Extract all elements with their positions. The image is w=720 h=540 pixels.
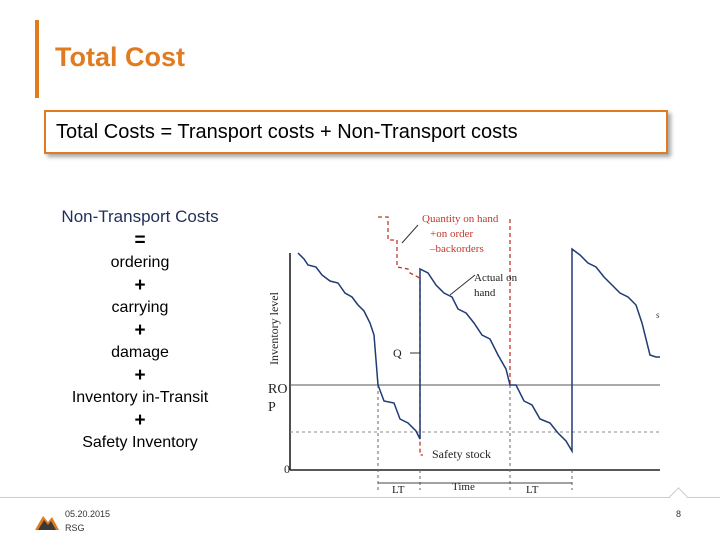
quantity-arrow: [401, 224, 419, 244]
actual-label: hand: [474, 287, 496, 299]
quantity-label: –backorders: [429, 243, 484, 255]
component-safety-inventory: Safety Inventory: [82, 434, 198, 451]
lt-label: LT: [526, 484, 539, 495]
cutoff-glyph: s: [656, 310, 660, 320]
y-axis-label: Inventory level: [267, 291, 281, 365]
actual-label: Actual on: [474, 272, 518, 284]
component-carrying: carrying: [111, 299, 169, 316]
formula-text: Total Costs = Transport costs + Non-Tran…: [56, 121, 518, 143]
footer-date: 05.20.2015: [65, 509, 111, 519]
rop-label: RO: [268, 382, 287, 397]
safety-stock-label: Safety stock: [432, 447, 491, 461]
q-label: Q: [393, 346, 402, 360]
plus-sign: +: [134, 410, 146, 431]
footer-rule: [0, 497, 720, 498]
equals-sign: =: [134, 230, 146, 251]
plus-sign: +: [134, 320, 146, 341]
components-heading: Non-Transport Costs: [61, 207, 219, 226]
actual-arrow: [449, 274, 476, 296]
component-damage: damage: [111, 344, 169, 361]
inventory-diagram: Quantity on hand +on order –backorders A…: [267, 213, 660, 495]
quantity-label: +on order: [430, 228, 473, 240]
component-ordering: ordering: [110, 254, 170, 271]
title-accent-bar: [35, 20, 39, 98]
slide-title: Total Cost: [55, 42, 185, 72]
plus-sign: +: [134, 365, 146, 386]
mountain-logo-icon: [35, 516, 59, 530]
zero-label: 0: [284, 462, 290, 476]
page-number: 8: [676, 509, 682, 519]
lt-label: LT: [392, 484, 405, 495]
formula-box: Total Costs = Transport costs + Non-Tran…: [44, 110, 668, 154]
quantity-label: Quantity on hand: [422, 213, 499, 225]
plus-sign: +: [134, 275, 146, 296]
cost-components-list: Non-Transport Costs = ordering + carryin…: [40, 205, 240, 454]
time-label: Time: [452, 481, 475, 493]
rop-label: P: [268, 400, 276, 415]
footer-notch: [669, 487, 688, 506]
component-inventory-in-transit: Inventory in-Transit: [71, 389, 209, 406]
footer-org: RSG: [65, 523, 85, 533]
actual-on-hand-line: [297, 247, 660, 454]
